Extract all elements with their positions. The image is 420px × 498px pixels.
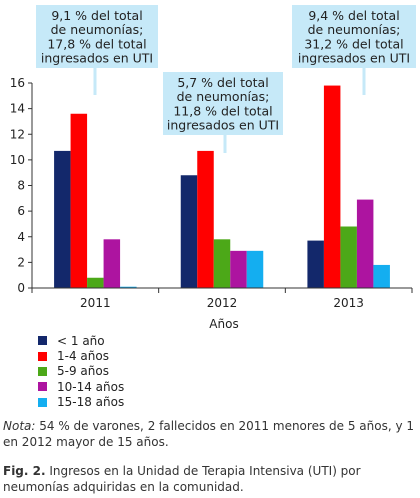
x-tick-label-2012: 2012 — [207, 296, 238, 310]
bar-5-9-a-os-2011 — [87, 277, 104, 288]
chart-note: Nota: 54 % de varones, 2 fallecidos en 2… — [3, 418, 419, 450]
legend-label: 5-9 años — [57, 364, 109, 379]
bar-1-4-a-os-2013 — [323, 85, 341, 288]
bar-1-4-a-os-2011 — [70, 113, 88, 288]
legend-swatch — [38, 366, 47, 376]
callout-text-line: 9,4 % del total — [308, 8, 399, 23]
caption-label: Fig. 2. — [3, 464, 46, 478]
bar-5-9-a-os-2012 — [213, 239, 231, 288]
bar-15-18-a-os-2013 — [373, 264, 390, 288]
legend-swatch — [38, 351, 47, 361]
legend-item-10-14-a-os: 10-14 años — [38, 379, 124, 394]
legend-item-5-9-a-os: 5-9 años — [38, 364, 124, 379]
note-text: 54 % de varones, 2 fallecidos en 2011 me… — [3, 419, 415, 449]
callout-text-line: 5,7 % del total — [177, 75, 268, 90]
legend-swatch — [38, 336, 47, 346]
callout-box-2013 — [292, 5, 416, 68]
y-tick-label: 2 — [17, 255, 25, 269]
callout-box-2012 — [163, 72, 283, 135]
bar-10-14-a-os-2012 — [230, 250, 247, 288]
callout-text-line: 9,1 % del total — [51, 8, 142, 23]
y-tick-label: 14 — [10, 102, 25, 116]
legend-swatch — [38, 382, 47, 392]
callout-text-line: ingresados en UTI — [41, 51, 153, 66]
note-label: Nota: — [3, 419, 36, 433]
legend-label: 1-4 años — [57, 349, 109, 364]
legend-item-1-a-o: < 1 año — [38, 333, 124, 348]
y-tick-label: 4 — [17, 230, 25, 244]
bar-10-14-a-os-2013 — [356, 199, 374, 288]
callout-text-line: de neumonías; — [308, 22, 401, 37]
y-tick-label: 12 — [10, 127, 25, 141]
y-tick-label: 0 — [17, 281, 25, 295]
callout-text-line: ingresados en UTI — [298, 51, 410, 66]
callout-text-line: de neumonías; — [177, 89, 270, 104]
bar-1-a-o-2013 — [307, 240, 324, 288]
legend: < 1 año 1-4 años 5-9 años 10-14 años 15-18 a… — [38, 333, 124, 410]
legend-label: 10-14 años — [57, 379, 125, 394]
y-tick-label: 10 — [10, 153, 25, 167]
x-tick-label-2013: 2013 — [333, 296, 364, 310]
x-tick-label-2011: 2011 — [80, 296, 111, 310]
bar-1-a-o-2011 — [54, 150, 71, 288]
bar-1-a-o-2012 — [180, 175, 198, 288]
legend-label: 15-18 años — [57, 395, 125, 410]
legend-item-1-4-a-os: 1-4 años — [38, 348, 124, 363]
figure-caption: Fig. 2. Ingresos en la Unidad de Terapia… — [3, 463, 419, 495]
callout-text-line: de neumonías; — [51, 22, 144, 37]
x-axis-title: Años — [209, 317, 238, 331]
bar-15-18-a-os-2011 — [120, 286, 137, 288]
y-tick-label: 16 — [10, 76, 25, 90]
legend-label: < 1 año — [57, 333, 105, 348]
callout-box-2011 — [36, 5, 158, 68]
legend-swatch — [38, 397, 47, 407]
caption-text: Ingresos en la Unidad de Terapia Intensi… — [3, 464, 361, 494]
bar-5-9-a-os-2013 — [340, 226, 357, 288]
y-tick-label: 6 — [17, 204, 25, 218]
callout-text-line: 31,2 % del total — [304, 36, 403, 51]
bar-1-4-a-os-2012 — [197, 150, 214, 288]
bar-10-14-a-os-2011 — [103, 239, 121, 288]
callout-text-line: ingresados en UTI — [167, 118, 279, 133]
callout-text-line: 17,8 % del total — [47, 36, 146, 51]
legend-item-15-18-a-os: 15-18 años — [38, 395, 124, 410]
bar-15-18-a-os-2012 — [246, 250, 264, 288]
callout-text-line: 11,8 % del total — [173, 103, 272, 118]
y-tick-label: 8 — [17, 179, 25, 193]
